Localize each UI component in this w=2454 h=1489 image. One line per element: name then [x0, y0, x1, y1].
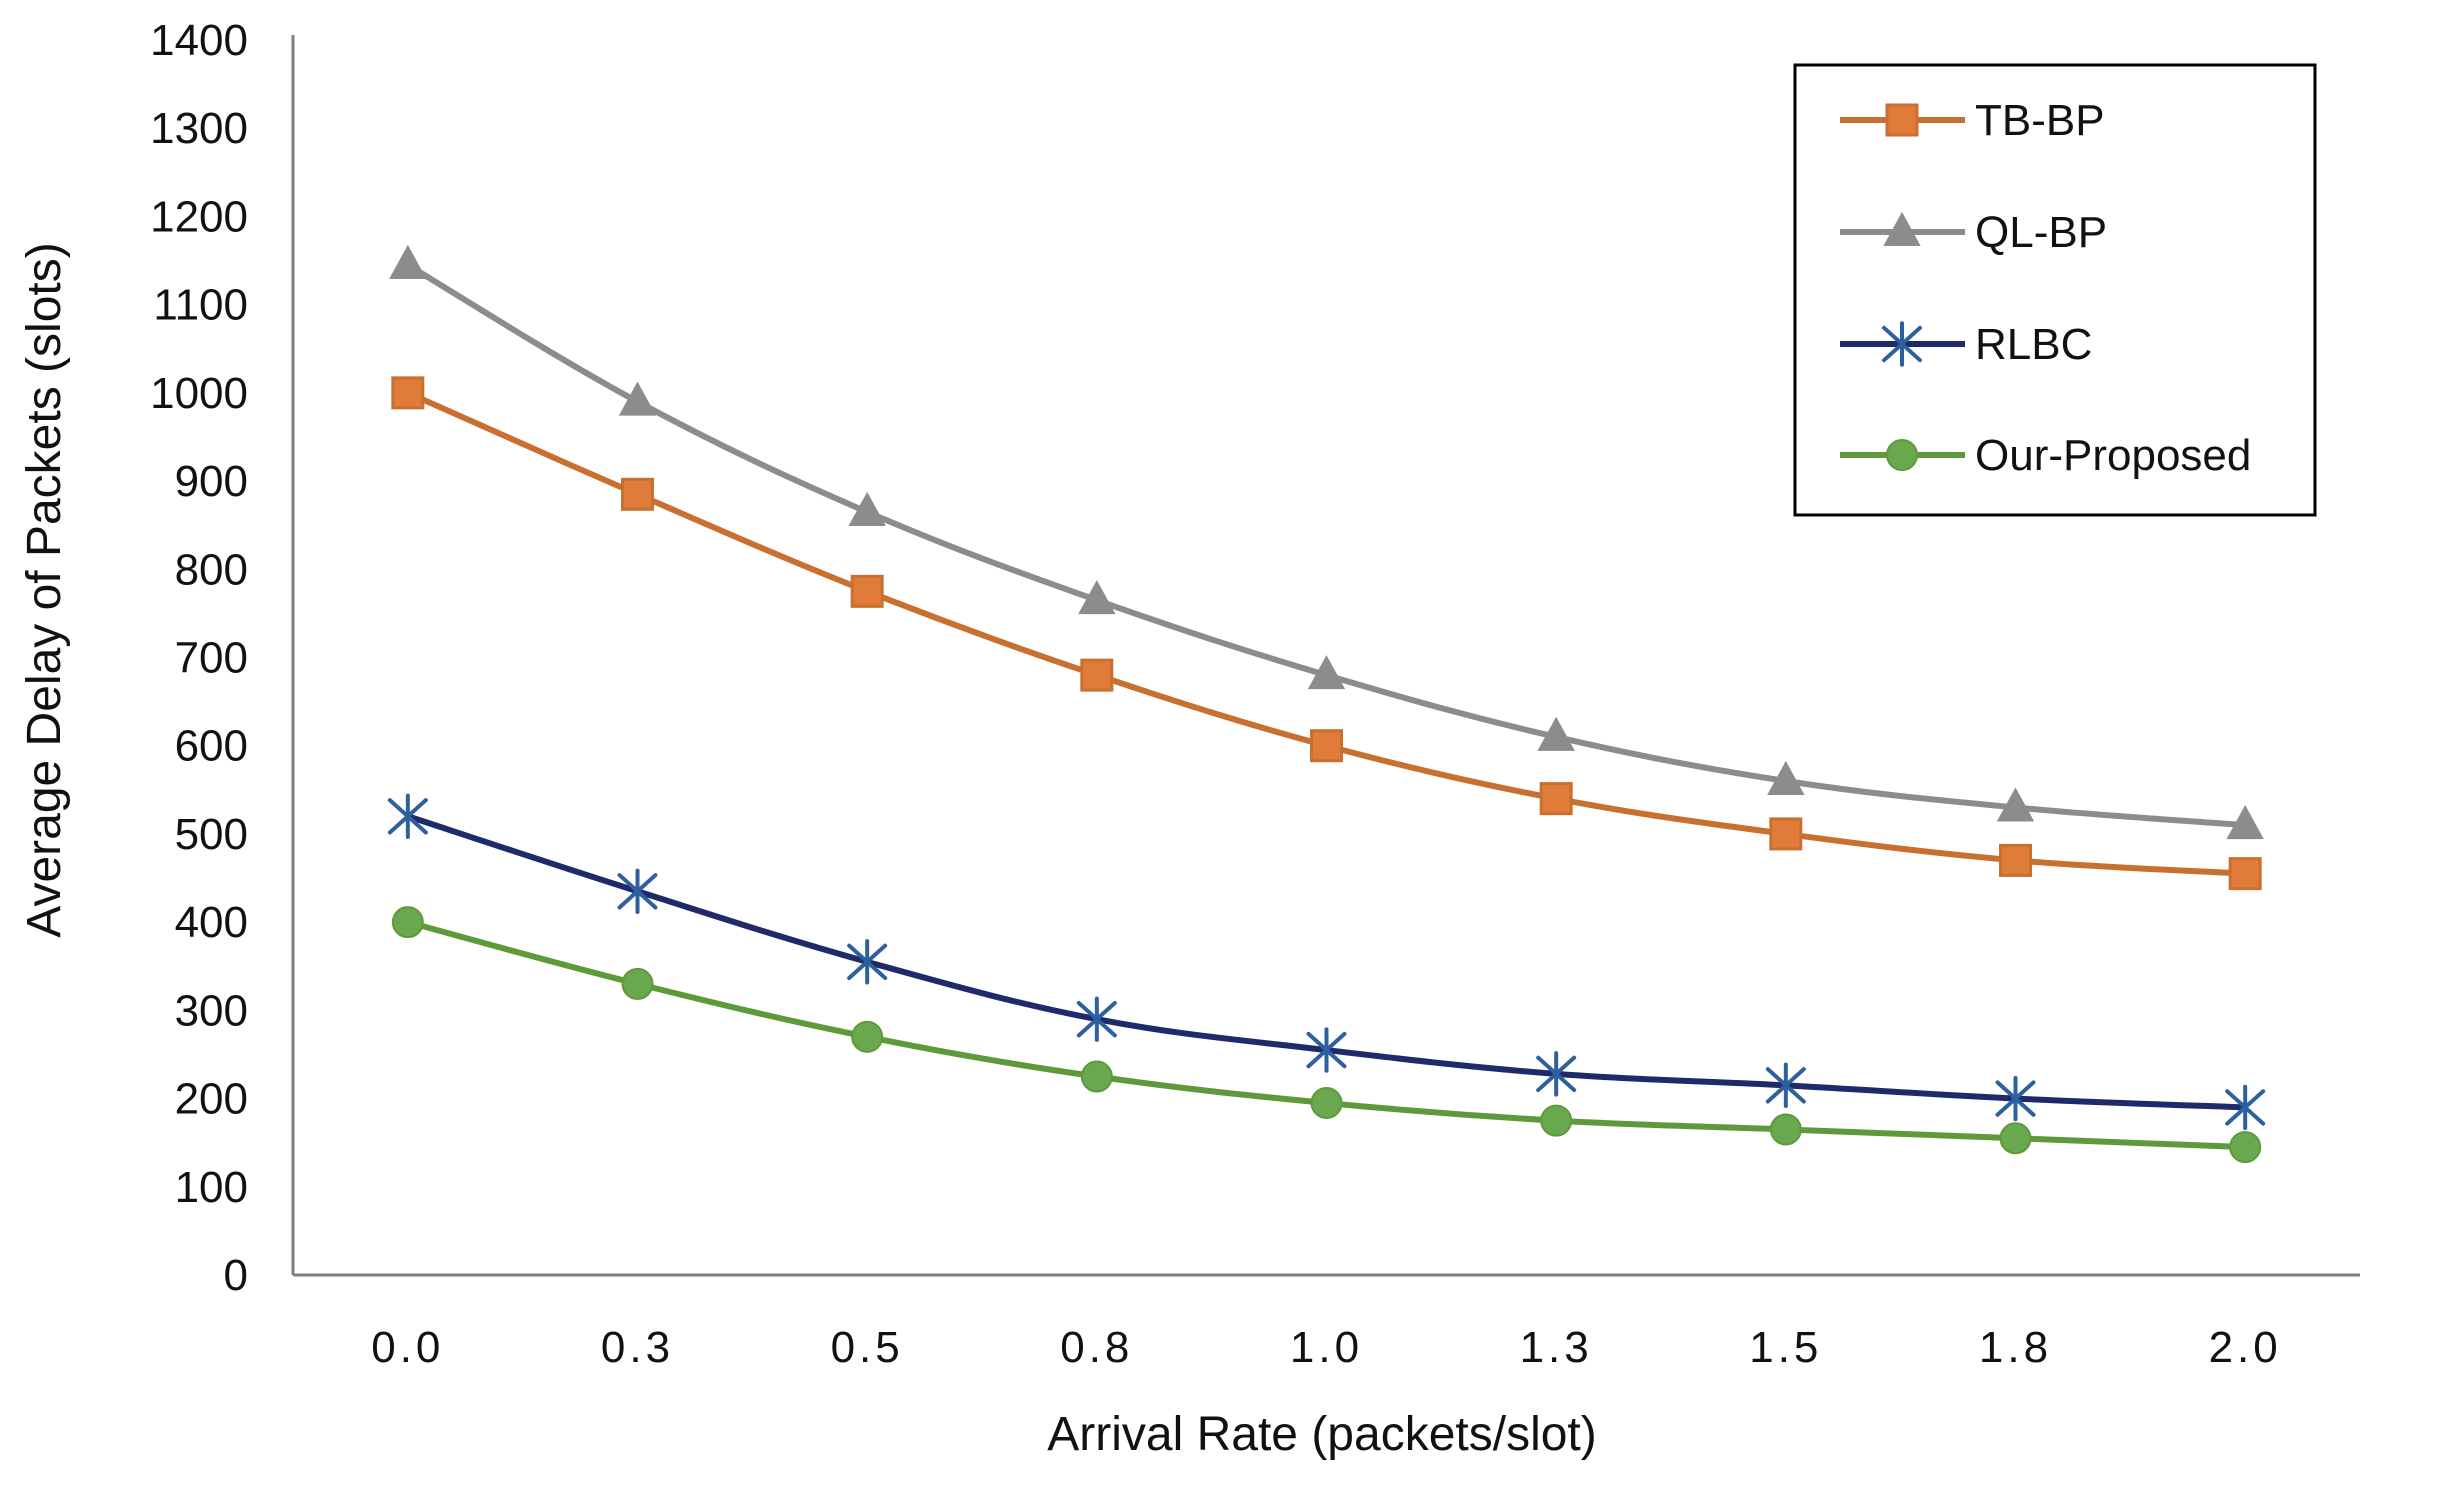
y-tick-label: 900 [175, 457, 248, 506]
legend-label: Our-Proposed [1975, 431, 2251, 480]
x-tick-label: 1.0 [1290, 1323, 1363, 1372]
legend-marker [1883, 211, 1921, 246]
data-point-our-proposed [851, 1020, 884, 1053]
data-point-rlbc [1765, 1062, 1806, 1109]
data-point-ql-bp [848, 491, 886, 526]
series-ql-bp [389, 244, 2264, 840]
data-point-rlbc [1995, 1075, 2036, 1122]
x-axis-title: Arrival Rate (packets/slot) [1047, 1408, 1597, 1461]
data-point-rlbc [617, 868, 658, 914]
data-point-our-proposed [1080, 1060, 1113, 1093]
data-point-our-proposed [621, 967, 654, 1000]
data-point-tb-bp [2228, 857, 2262, 891]
y-tick-label: 1100 [153, 281, 248, 330]
legend-label: TB-BP [1975, 96, 2105, 145]
data-point-rlbc [1306, 1027, 1347, 1073]
legend-label: RLBC [1975, 320, 2092, 369]
data-point-ql-bp [2226, 805, 2264, 840]
data-point-tb-bp [850, 574, 884, 608]
data-point-tb-bp [1539, 782, 1573, 816]
legend-marker [1886, 439, 1918, 471]
legend-item-tb-bp: TB-BP [1840, 96, 2105, 145]
data-point-rlbc [1076, 996, 1117, 1042]
data-point-rlbc [847, 939, 888, 985]
legend-box [1793, 63, 2317, 517]
data-point-tb-bp [1999, 843, 2032, 877]
x-tick-label: 1.3 [1520, 1323, 1593, 1372]
y-tick-label: 200 [175, 1075, 248, 1124]
data-point-our-proposed [391, 906, 424, 939]
data-point-our-proposed [2229, 1131, 2262, 1164]
data-point-ql-bp [618, 381, 657, 416]
data-point-our-proposed [1769, 1113, 1802, 1146]
x-tick-label: 0.3 [601, 1323, 674, 1372]
legend-marker [1885, 103, 1919, 137]
data-point-our-proposed [1310, 1086, 1343, 1119]
x-tick-label: 2.0 [2209, 1323, 2282, 1372]
legend-label: QL-BP [1975, 208, 2107, 257]
series-layer [387, 244, 2266, 1164]
axes: 0 100 200 300 400 500 600 700 800 900 1000 1100 1200… [150, 16, 2360, 1372]
y-tick-label: 400 [175, 898, 248, 947]
data-point-rlbc [387, 793, 428, 839]
x-tick-label: 1.5 [1749, 1323, 1822, 1372]
series-tb-bp [391, 376, 2262, 891]
data-point-tb-bp [621, 477, 654, 511]
data-point-our-proposed [1540, 1104, 1573, 1137]
legend: TB-BP QL-BP RLBC Our-Proposed [1793, 63, 2317, 517]
legend-item-rlbc: RLBC [1840, 320, 2092, 369]
x-tick-label: 0.5 [831, 1323, 904, 1372]
data-point-ql-bp [1078, 580, 1116, 615]
y-tick-label: 0 [224, 1251, 248, 1300]
y-tick-label: 1200 [150, 192, 248, 241]
data-point-rlbc [2225, 1084, 2266, 1131]
y-tick-label: 100 [175, 1163, 248, 1212]
y-tick-label: 500 [175, 810, 248, 859]
data-point-rlbc [1536, 1051, 1577, 1097]
series-rlbc [387, 793, 2266, 1131]
y-tick-label: 700 [175, 634, 248, 683]
y-tick-label: 300 [175, 986, 248, 1035]
y-tick-label: 800 [175, 545, 248, 594]
data-point-tb-bp [1310, 729, 1343, 763]
labels-layer: Arrival Rate (packets/slot) Average Dela… [18, 242, 1597, 1461]
x-tick-label: 1.8 [1979, 1323, 2052, 1372]
data-point-ql-bp [1537, 716, 1575, 751]
y-tick-label: 600 [175, 722, 248, 771]
series-our-proposed [391, 906, 2262, 1164]
data-point-tb-bp [391, 376, 425, 410]
data-point-ql-bp [1767, 760, 1805, 795]
legend-item-ql-bp: QL-BP [1840, 208, 2107, 257]
x-tick-label: 0.8 [1060, 1323, 1133, 1372]
data-point-tb-bp [1769, 817, 1803, 851]
data-point-our-proposed [1999, 1122, 2032, 1155]
data-point-ql-bp [389, 244, 427, 279]
x-tick-label: 0.0 [371, 1323, 444, 1372]
y-tick-label: 1300 [150, 104, 248, 153]
data-point-tb-bp [1080, 658, 1114, 692]
legend-item-our-proposed: Our-Proposed [1840, 431, 2251, 480]
y-axis-title: Average Delay of Packets (slots) [18, 242, 71, 937]
legend-marker [1882, 321, 1922, 367]
y-tick-label: 1000 [150, 369, 248, 418]
data-point-ql-bp [1996, 787, 2035, 822]
data-point-ql-bp [1307, 655, 1346, 690]
y-tick-label: 1400 [150, 16, 248, 65]
